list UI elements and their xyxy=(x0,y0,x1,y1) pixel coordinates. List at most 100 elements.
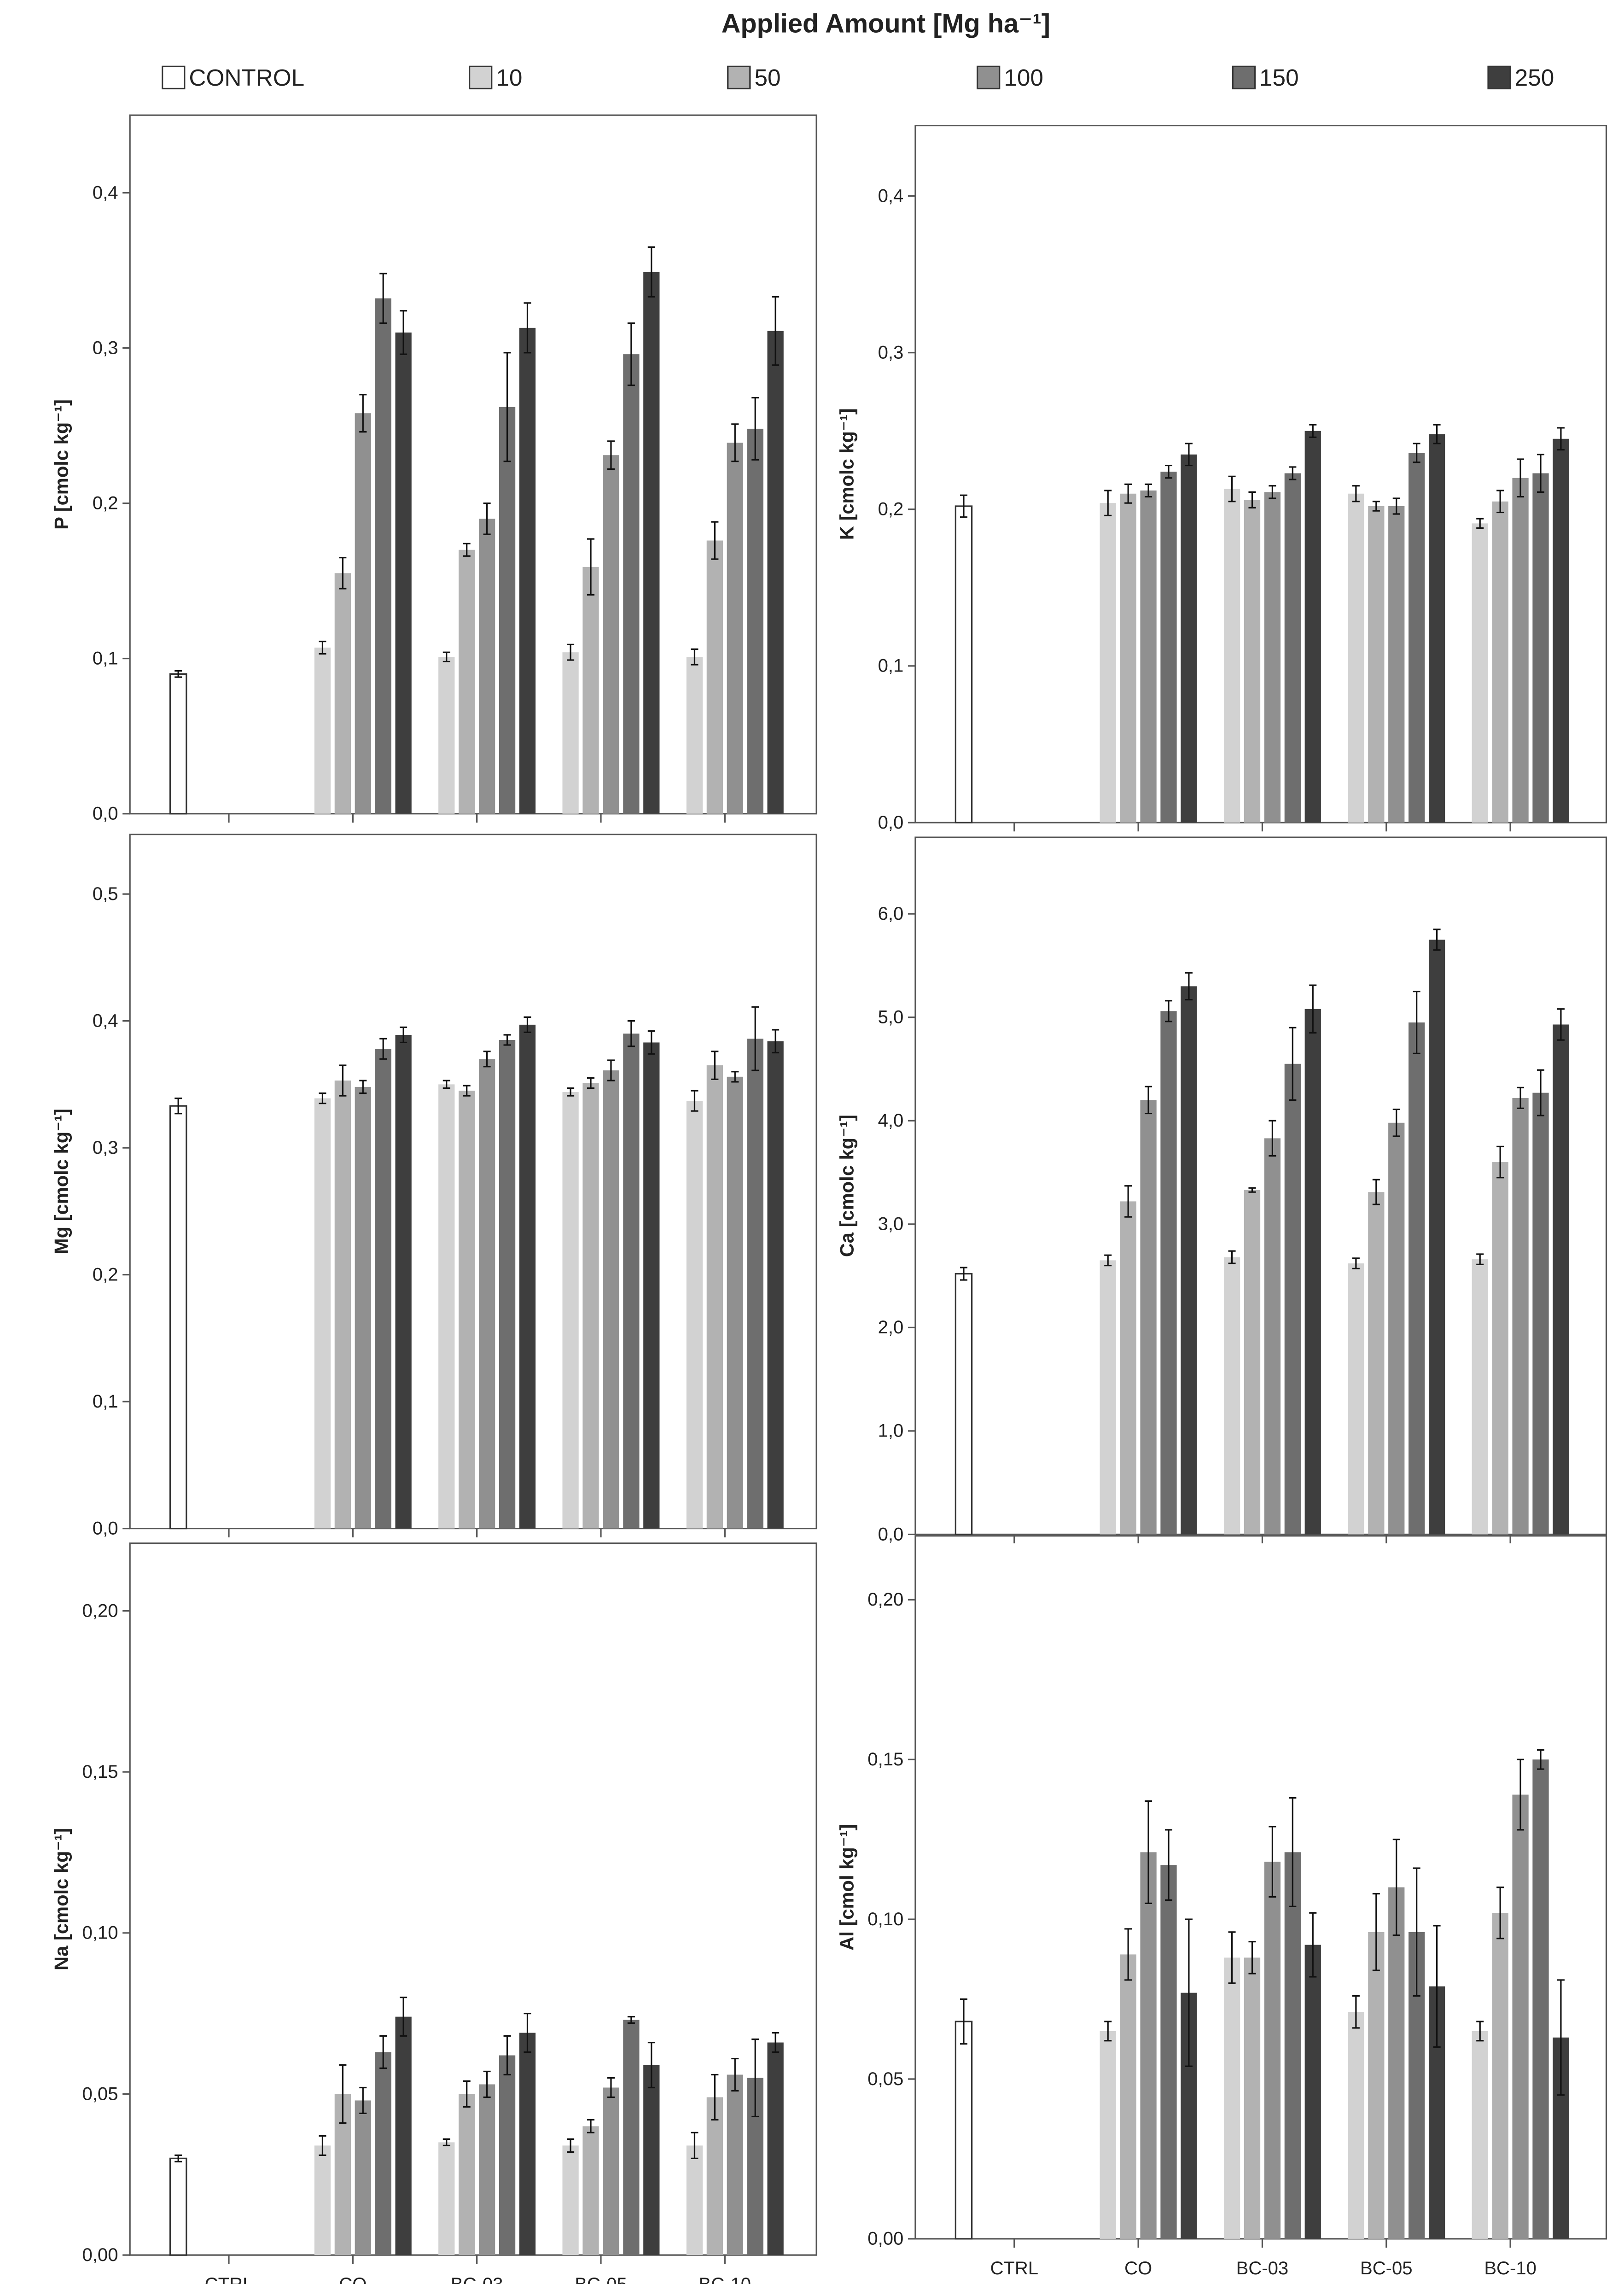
bar xyxy=(1472,2031,1488,2239)
bar xyxy=(499,2055,516,2255)
legend-swatch xyxy=(162,65,186,90)
error-bar xyxy=(1228,1931,1236,1984)
bar xyxy=(1284,1063,1301,1535)
bar xyxy=(1160,472,1177,823)
error-bar xyxy=(567,2138,575,2153)
bar xyxy=(955,505,973,824)
error-bar xyxy=(772,2032,780,2053)
error-bar xyxy=(339,557,347,590)
bar xyxy=(1140,1852,1157,2239)
error-bar xyxy=(1517,1758,1525,1831)
error-bar xyxy=(691,1090,698,1112)
error-bar xyxy=(1185,443,1193,467)
bar xyxy=(1388,1887,1405,2239)
error-bar xyxy=(463,1085,471,1097)
bar xyxy=(1348,493,1364,823)
error-bar xyxy=(503,352,511,462)
error-bar xyxy=(503,2035,511,2076)
y-tick-label: 0,20 xyxy=(867,1589,903,1610)
bar xyxy=(747,1039,763,1529)
bar xyxy=(1428,940,1445,1535)
bar xyxy=(355,2100,371,2255)
error-bar xyxy=(1309,984,1317,1034)
y-tick-label: 0,4 xyxy=(878,186,904,206)
bar xyxy=(459,1091,475,1529)
error-bar xyxy=(647,1030,655,1055)
error-bar xyxy=(647,2041,655,2089)
error-bar xyxy=(1269,1120,1276,1157)
error-bar xyxy=(960,494,967,518)
bar xyxy=(623,2020,640,2255)
panel: 0,0 0,1 0,2 0,3 0,4 K [cmolc kg⁻¹] xyxy=(836,124,1607,833)
plot-frame xyxy=(914,1535,1607,2240)
bar xyxy=(438,2142,455,2255)
legend-swatch xyxy=(1232,65,1256,90)
y-tick-label: 0,0 xyxy=(93,1518,118,1538)
error-bar xyxy=(524,1016,531,1033)
y-axis-label: P [cmolc kg⁻¹] xyxy=(50,399,72,530)
error-bar xyxy=(1228,475,1236,502)
bar xyxy=(603,455,619,814)
bar xyxy=(1304,1945,1321,2239)
legend-label: CONTROL xyxy=(189,64,304,91)
bar xyxy=(395,1034,412,1529)
error-bar xyxy=(1496,1887,1504,1939)
bar xyxy=(686,2145,703,2255)
legend-swatch xyxy=(977,65,1001,90)
error-bar xyxy=(587,1077,595,1089)
bar xyxy=(1100,2031,1116,2239)
error-bar xyxy=(400,1997,407,2037)
y-tick-label: 2,0 xyxy=(878,1317,904,1338)
error-bar xyxy=(627,2016,635,2024)
bar xyxy=(519,327,536,814)
y-tick-label: 0,2 xyxy=(93,493,118,514)
error-bar xyxy=(607,1059,615,1081)
error-bar xyxy=(400,310,407,355)
y-tick-label: 0,3 xyxy=(93,1138,118,1158)
error-bar xyxy=(319,1092,326,1104)
bar xyxy=(459,549,475,814)
error-bar xyxy=(1309,1912,1317,1978)
error-bar xyxy=(1413,1867,1420,1997)
bar xyxy=(169,2157,187,2256)
y-tick-label: 0,05 xyxy=(82,2084,118,2104)
error-bar xyxy=(359,1080,367,1094)
error-bar xyxy=(339,2064,347,2124)
bar xyxy=(1304,431,1321,823)
bar xyxy=(706,540,723,814)
bar xyxy=(1348,1263,1364,1535)
error-bar xyxy=(1309,424,1317,438)
error-bar xyxy=(1289,1027,1297,1101)
error-bar xyxy=(1248,1187,1256,1193)
error-bar xyxy=(1248,1941,1256,1974)
error-bar xyxy=(175,670,182,678)
bar xyxy=(582,567,599,814)
bar xyxy=(519,1024,536,1529)
y-tick-label: 4,0 xyxy=(878,1110,904,1131)
error-bar xyxy=(1413,443,1420,463)
error-bar xyxy=(1392,497,1400,515)
legend-swatch xyxy=(1487,65,1511,90)
error-bar xyxy=(359,394,367,433)
error-bar xyxy=(175,1098,182,1115)
bar xyxy=(1284,473,1301,823)
error-bar xyxy=(772,1029,780,1054)
error-bar xyxy=(1537,454,1545,493)
error-bar xyxy=(691,648,698,666)
error-bar xyxy=(1352,485,1360,502)
error-bar xyxy=(731,1071,739,1083)
error-bar xyxy=(1392,1839,1400,1936)
bar xyxy=(1553,1024,1569,1535)
error-bar xyxy=(339,1064,347,1097)
legend-label: 150 xyxy=(1259,64,1299,91)
legend-label: 10 xyxy=(496,64,522,91)
bar xyxy=(1284,1852,1301,2239)
bar xyxy=(582,1083,599,1529)
y-tick-label: 0,0 xyxy=(878,812,904,833)
bar xyxy=(1120,1201,1136,1535)
bar xyxy=(169,673,187,815)
error-bar xyxy=(1433,929,1441,951)
bar xyxy=(1223,489,1240,823)
bar xyxy=(1348,2012,1364,2239)
error-bar xyxy=(483,1051,491,1068)
